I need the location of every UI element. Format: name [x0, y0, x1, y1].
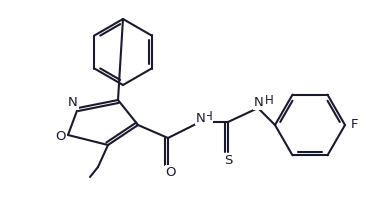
Text: N: N: [68, 96, 78, 109]
Text: O: O: [56, 130, 66, 142]
Text: N: N: [196, 111, 206, 125]
Text: S: S: [224, 154, 232, 167]
Text: O: O: [166, 166, 176, 178]
Text: H: H: [265, 94, 273, 106]
Text: H: H: [204, 109, 212, 122]
Text: F: F: [350, 118, 358, 131]
Text: N: N: [254, 96, 264, 109]
